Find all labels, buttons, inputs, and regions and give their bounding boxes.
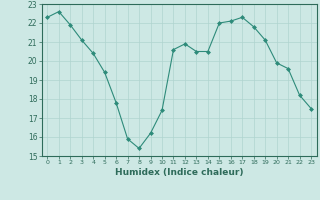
X-axis label: Humidex (Indice chaleur): Humidex (Indice chaleur)	[115, 168, 244, 177]
